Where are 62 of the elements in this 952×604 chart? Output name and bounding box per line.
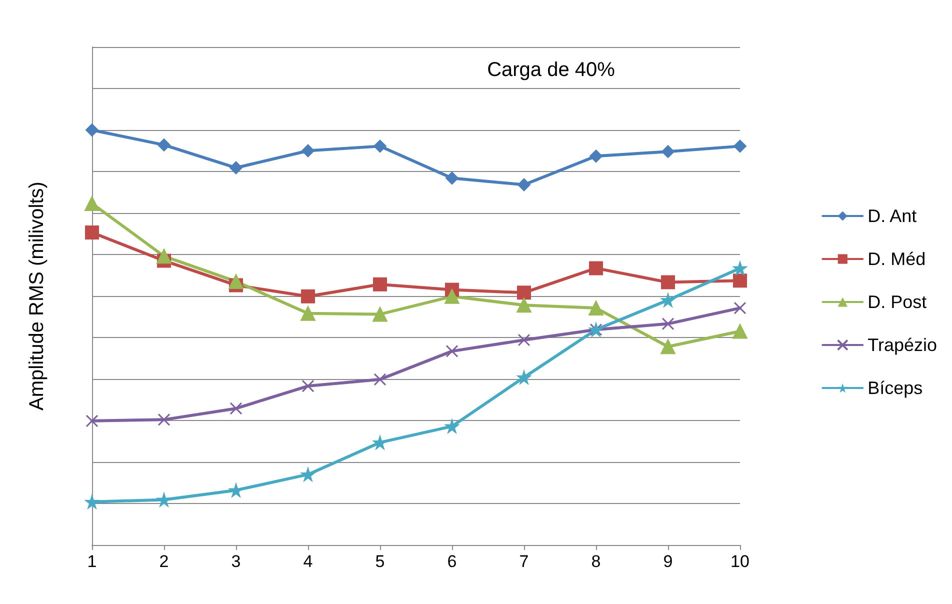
point xyxy=(86,124,98,136)
point xyxy=(302,144,314,158)
point xyxy=(662,318,674,330)
point xyxy=(445,419,459,434)
point xyxy=(85,226,99,240)
x-tick-label: 9 xyxy=(663,552,673,571)
point xyxy=(86,414,98,428)
point xyxy=(734,302,746,314)
x-tick-label: 2 xyxy=(159,552,169,571)
x-tick-label: 10 xyxy=(730,552,750,571)
point xyxy=(661,293,675,308)
y-axis-title: Amplitude RMS (milivolts) xyxy=(26,182,48,410)
x-tick-label: 1 xyxy=(87,552,97,571)
point xyxy=(374,373,386,386)
point xyxy=(158,413,170,426)
x-tick-label: 5 xyxy=(375,552,385,571)
point xyxy=(300,306,316,321)
point xyxy=(518,178,530,192)
point xyxy=(229,483,243,498)
point xyxy=(446,172,458,185)
point xyxy=(444,288,460,304)
point xyxy=(373,277,387,292)
x-tick-label: 4 xyxy=(303,552,313,571)
point xyxy=(733,274,747,288)
point xyxy=(230,402,242,415)
point xyxy=(661,275,675,290)
point xyxy=(228,274,244,289)
point xyxy=(588,300,604,316)
point xyxy=(589,261,603,276)
point xyxy=(157,492,171,507)
point xyxy=(301,289,315,304)
legend-label: D. Ant xyxy=(868,206,917,226)
legend-label: D. Post xyxy=(868,292,927,312)
point xyxy=(590,150,602,163)
x-tick-label: 7 xyxy=(519,552,529,571)
legend-label: D. Méd xyxy=(868,249,926,269)
x-tick-label: 6 xyxy=(447,552,457,571)
chart-title: Carga de 40% xyxy=(487,59,616,81)
point xyxy=(660,339,676,354)
x-tick-label: 3 xyxy=(231,552,241,571)
point xyxy=(518,334,530,346)
point xyxy=(374,140,386,153)
legend-label: Bíceps xyxy=(868,378,923,398)
point xyxy=(302,380,314,392)
point xyxy=(517,370,531,384)
point xyxy=(156,248,172,264)
point xyxy=(517,286,531,300)
point xyxy=(516,298,532,313)
point xyxy=(158,138,170,152)
point xyxy=(84,196,100,211)
x-tick-label: 8 xyxy=(591,552,601,571)
point xyxy=(85,494,99,509)
point xyxy=(662,145,674,158)
point xyxy=(732,324,748,339)
point xyxy=(734,140,746,153)
point xyxy=(733,261,747,276)
legend-label: Trapézio xyxy=(868,335,938,355)
point xyxy=(373,435,387,450)
point xyxy=(446,344,458,358)
point xyxy=(230,161,242,174)
point xyxy=(372,306,388,322)
point xyxy=(301,467,315,482)
